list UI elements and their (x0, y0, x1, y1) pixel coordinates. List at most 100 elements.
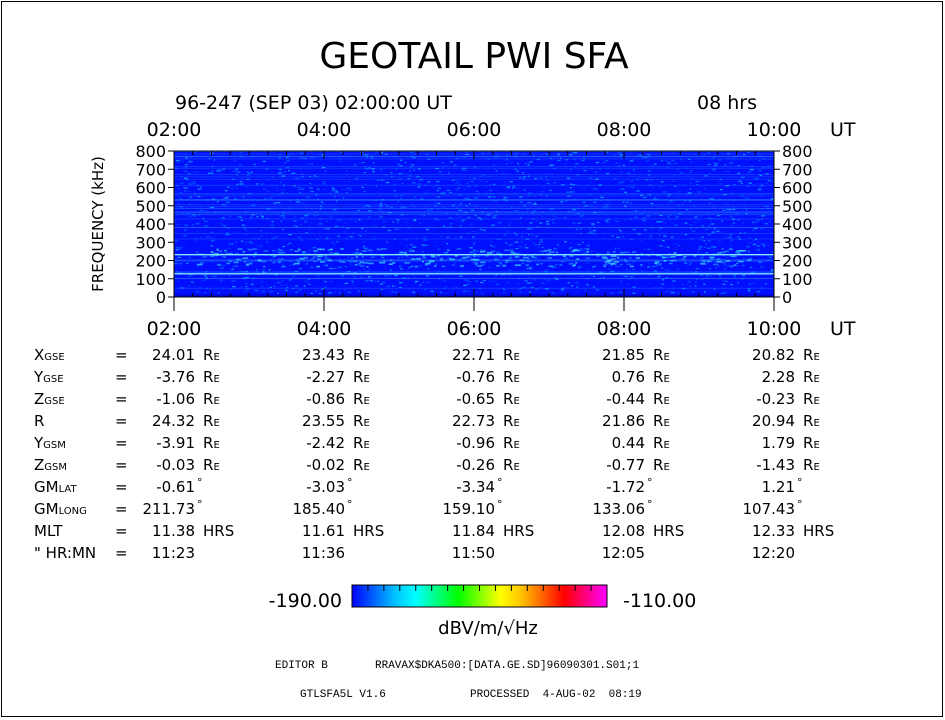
spectrogram-speckle (638, 154, 643, 156)
spectrogram-speckle (667, 232, 671, 234)
spectrogram-speckle (454, 258, 457, 260)
spectrogram-speckle (492, 280, 496, 282)
spectrogram-speckle (394, 274, 398, 276)
spectrogram-speckle (651, 224, 654, 226)
emission-patch (440, 259, 443, 261)
emission-patch (640, 264, 643, 266)
spectrogram-speckle (717, 218, 721, 220)
spectrogram-speckle (699, 283, 701, 285)
spectrogram-speckle (440, 235, 444, 238)
spectrogram-speckle (549, 217, 552, 219)
emission-patch (499, 262, 503, 265)
spectrogram-speckle (284, 191, 287, 193)
spectrogram-speckle (749, 237, 751, 239)
spectrogram-speckle (261, 268, 266, 270)
spectrogram-speckle (571, 285, 574, 287)
spectrogram-speckle (275, 152, 280, 154)
spectrogram-speckle (338, 195, 342, 197)
spectrogram-speckle (740, 182, 743, 184)
spectrogram-speckle (755, 288, 758, 290)
spectrogram-speckle (473, 289, 478, 291)
spectrogram-speckle (577, 290, 579, 292)
spectrogram-speckle (196, 291, 200, 293)
spectrogram-speckle (528, 162, 532, 164)
spectrogram-speckle (371, 168, 375, 170)
spectrogram-speckle (313, 175, 316, 177)
spectrogram-speckle (630, 186, 634, 188)
emission-patch (733, 264, 737, 266)
spectrogram-speckle (692, 291, 695, 293)
colorbar-min-label: -190.00 (269, 590, 342, 612)
spectrogram-speckle (193, 170, 196, 172)
spectrogram-speckle (534, 178, 537, 180)
spectrogram-speckle (370, 186, 372, 188)
spectrogram-speckle (424, 244, 429, 246)
spectrogram-speckle (635, 216, 638, 218)
spectrogram-speckle (336, 166, 340, 168)
spectrogram-speckle (426, 189, 429, 191)
spectrogram-speckle (260, 184, 263, 186)
spectrogram-speckle (227, 227, 230, 229)
spectrogram-speckle (667, 161, 672, 163)
spectrogram-speckle (395, 228, 398, 230)
spectrogram-speckle (560, 289, 564, 292)
spectrogram-speckle (575, 163, 579, 165)
emission-patch (728, 248, 733, 251)
spectrogram (173, 150, 775, 298)
spectrogram-speckle (228, 243, 232, 245)
orbit-row-label: " HR:MN (34, 544, 96, 562)
spectrogram-speckle (255, 270, 258, 272)
spectrogram-speckle (440, 291, 442, 293)
spectrogram-speckle (278, 154, 282, 156)
spectrogram-speckle (619, 250, 623, 252)
spectrogram-speckle (326, 220, 328, 222)
spectrogram-speckle (272, 255, 276, 258)
spectrogram-speckle (658, 245, 663, 247)
emission-patch (703, 260, 706, 263)
spectrogram-speckle (610, 276, 613, 279)
spectrogram-speckle (320, 211, 324, 213)
spectrogram-speckle (343, 180, 346, 182)
spectrogram-speckle (638, 220, 640, 222)
emission-patch (404, 252, 407, 254)
spectrogram-speckle (319, 208, 322, 210)
spectrogram-speckle (235, 187, 238, 189)
spectrogram-speckle (681, 284, 684, 286)
spectrogram-speckle (299, 266, 303, 268)
spectrogram-speckle (595, 289, 599, 291)
spectrogram-speckle (743, 158, 745, 160)
emission-patch (720, 251, 723, 254)
spectrogram-speckle (331, 187, 335, 189)
bottom-time-axis-tick-label: 06:00 (447, 318, 502, 340)
spectrogram-speckle (239, 155, 243, 157)
spectrogram-speckle (517, 221, 521, 223)
spectrogram-speckle (549, 164, 553, 166)
spectrogram-speckle (729, 241, 731, 243)
spectrogram-speckle (640, 270, 644, 272)
spectrogram-speckle (344, 282, 349, 284)
spectrogram-speckle (522, 172, 524, 174)
orbit-row-label: YGSM (33, 434, 66, 452)
orbit-unit: RE (503, 368, 520, 386)
spectrogram-speckle (690, 227, 692, 229)
spectrogram-speckle (629, 160, 633, 162)
emission-patch (299, 257, 305, 260)
orbit-unit: RE (803, 390, 820, 408)
spectrogram-speckle (436, 241, 438, 243)
emission-patch (356, 252, 363, 255)
spectrogram-speckle (300, 188, 305, 190)
spectrogram-speckle (455, 189, 459, 191)
spectrogram-speckle (720, 293, 723, 295)
spectrogram-speckle (183, 234, 187, 237)
spectrogram-speckle (265, 168, 269, 170)
spectrogram-speckle (713, 258, 715, 260)
emission-patch (441, 265, 446, 268)
spectrogram-speckle (314, 211, 316, 213)
emission-patch (601, 256, 607, 258)
spectrogram-speckle (222, 265, 225, 267)
spectrogram-speckle (680, 244, 683, 246)
spectrogram-speckle (399, 282, 403, 284)
spectrogram-speckle (683, 262, 688, 264)
emission-patch (570, 250, 576, 253)
emission-patch (514, 264, 521, 267)
